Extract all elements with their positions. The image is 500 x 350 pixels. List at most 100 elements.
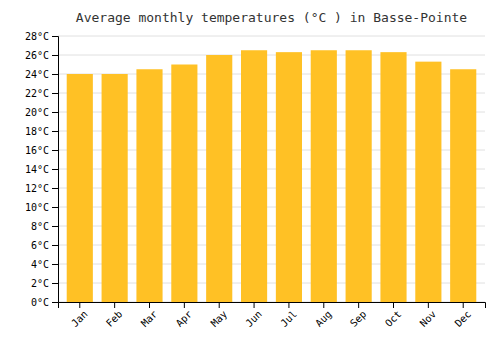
bar (380, 52, 406, 302)
bar (206, 55, 232, 302)
tick-label: Apr (174, 308, 195, 329)
tick-mark (52, 131, 58, 132)
tick-mark (149, 302, 150, 308)
tick-label: Oct (383, 308, 404, 329)
tick-mark (52, 150, 58, 151)
tick-label: Nov (418, 308, 439, 329)
tick-mark (52, 283, 58, 284)
tick: 12°C (25, 183, 58, 194)
tick-label: Jun (243, 308, 264, 329)
bar (276, 52, 302, 302)
tick-label: May (209, 308, 230, 329)
tick-label: 12°C (25, 183, 49, 194)
tick-mark (463, 302, 464, 308)
tick-label: Jan (69, 308, 90, 329)
bar (311, 50, 337, 302)
tick-label: Aug (313, 308, 334, 329)
tick: May (209, 302, 230, 329)
tick-mark (52, 169, 58, 170)
tick-label: 10°C (25, 202, 49, 213)
tick: Dec (453, 302, 474, 329)
tick-label: 2°C (31, 278, 49, 289)
bar (346, 50, 372, 302)
axis-line (59, 303, 486, 309)
tick: Nov (418, 302, 439, 329)
tick-mark (52, 188, 58, 189)
tick: 10°C (25, 202, 58, 213)
bar (241, 50, 267, 302)
grid (58, 36, 485, 302)
tick-label: 4°C (31, 259, 49, 270)
axis-line (52, 37, 59, 303)
x-axis: Jan Feb Mar Apr May Jun Jul Aug Sep Oct Nov Dec (59, 302, 486, 329)
tick: 14°C (25, 164, 58, 175)
tick-label: 24°C (25, 69, 49, 80)
bar (102, 74, 128, 302)
tick-mark (52, 93, 58, 94)
tick-label: Sep (348, 308, 369, 329)
tick-label: 20°C (25, 107, 49, 118)
tick-label: Dec (453, 308, 474, 329)
tick-label: 6°C (31, 240, 49, 251)
tick-label: 0°C (31, 297, 49, 308)
tick-mark (358, 302, 359, 308)
tick-mark (52, 74, 58, 75)
tick: 0°C (31, 297, 58, 308)
tick: 20°C (25, 107, 58, 118)
tick-mark (254, 302, 255, 308)
tick-label: 8°C (31, 221, 49, 232)
tick: Apr (174, 302, 195, 329)
tick: Sep (348, 302, 369, 329)
tick: 22°C (25, 88, 58, 99)
tick-label: Feb (104, 308, 125, 329)
tick-mark (52, 55, 58, 56)
tick: Jun (243, 302, 264, 329)
tick-label: 14°C (25, 164, 49, 175)
tick: 16°C (25, 145, 58, 156)
title: Average monthly temperatures (°C ) in Ba… (76, 10, 468, 25)
grid-line (58, 36, 485, 37)
tick: Aug (313, 302, 334, 329)
tick-mark (52, 302, 58, 303)
tick-mark (323, 302, 324, 308)
tick-label: 18°C (25, 126, 49, 137)
tick: 2°C (31, 278, 58, 289)
tick: Mar (139, 302, 160, 329)
tick-mark (393, 302, 394, 308)
tick: 6°C (31, 240, 58, 251)
tick-mark (288, 302, 289, 308)
tick-mark (52, 264, 58, 265)
tick: 8°C (31, 221, 58, 232)
bar (136, 69, 162, 302)
tick: Jan (69, 302, 90, 329)
bar (415, 62, 441, 302)
tick-mark (52, 207, 58, 208)
grid-line (58, 55, 485, 56)
tick: 26°C (25, 50, 58, 61)
tick-label: 22°C (25, 88, 49, 99)
tick-mark (184, 302, 185, 308)
tick: 28°C (25, 31, 58, 42)
tick-mark (79, 302, 80, 308)
tick-mark (52, 245, 58, 246)
tick: Jul (278, 302, 299, 329)
tick-mark (428, 302, 429, 308)
tick: 18°C (25, 126, 58, 137)
tick-label: 28°C (25, 31, 49, 42)
plot-area: 0°C 2°C 4°C 6°C 8°C 10°C 12°C 14°C 16°C 18°C 20°C 2… (25, 31, 486, 329)
tick-label: Jul (278, 308, 299, 329)
bars (67, 50, 477, 302)
tick-label: 16°C (25, 145, 49, 156)
tick: 24°C (25, 69, 58, 80)
tick: 4°C (31, 259, 58, 270)
tick-label: 26°C (25, 50, 49, 61)
bar (171, 65, 197, 303)
chart-container: 0°C 2°C 4°C 6°C 8°C 10°C 12°C 14°C 16°C 18°C 20°C 2… (0, 0, 500, 350)
tick-mark (219, 302, 220, 308)
tick-mark (52, 226, 58, 227)
tick-mark (114, 302, 115, 308)
tick-label: Mar (139, 308, 160, 329)
tick-mark (52, 112, 58, 113)
y-axis: 0°C 2°C 4°C 6°C 8°C 10°C 12°C 14°C 16°C 18°C 20°C 2… (25, 31, 59, 308)
bar (67, 74, 93, 302)
